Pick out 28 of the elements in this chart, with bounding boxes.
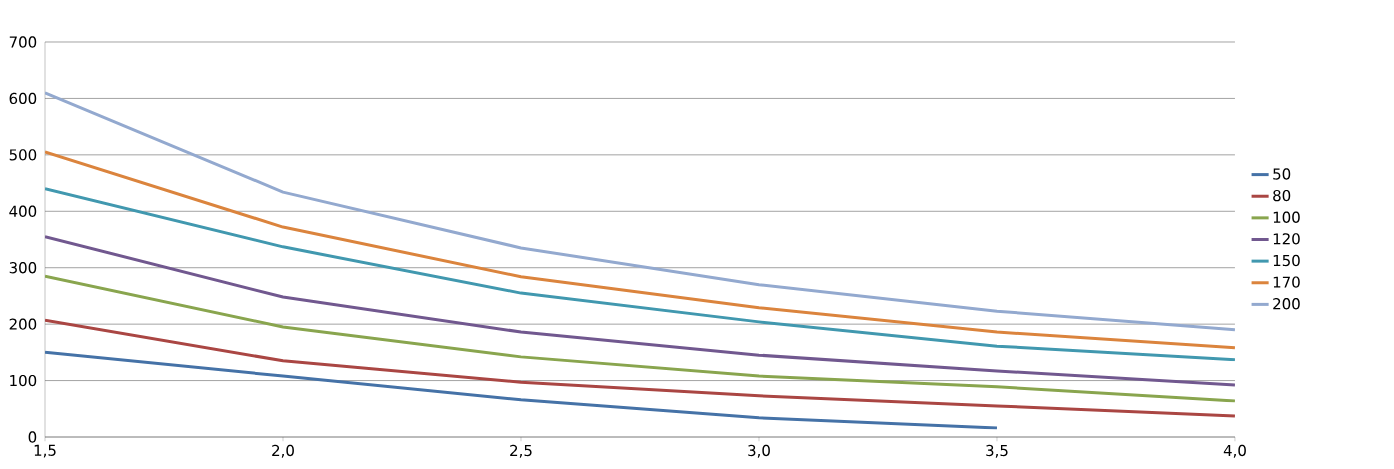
legend-label: 150 (1273, 254, 1300, 267)
y-tick-label: 0 (28, 431, 37, 443)
legend-label: 120 (1273, 233, 1300, 245)
x-tick-label: 4,0 (1223, 444, 1246, 458)
y-tick-label: 200 (9, 318, 37, 330)
legend-label: 200 (1273, 298, 1300, 310)
legend-label: 50 (1273, 168, 1291, 180)
x-tick-label: 3,5 (986, 444, 1008, 458)
y-tick-label: 600 (9, 92, 37, 105)
line-series (45, 187, 1235, 362)
line-series (45, 350, 999, 430)
line-series (45, 318, 1235, 418)
line-series (45, 235, 1235, 387)
x-tick-label: 2,5 (510, 444, 532, 458)
y-tick-label: 700 (9, 36, 37, 48)
x-tick-label: 3,0 (748, 444, 770, 458)
y-tick-label: 400 (9, 205, 37, 217)
y-tick-label: 100 (10, 374, 37, 387)
line-series (45, 274, 1235, 403)
y-tick-label: 500 (9, 149, 37, 161)
line-series (45, 91, 1235, 332)
legend-label: 100 (1273, 211, 1300, 223)
x-tick-label: 2,0 (272, 444, 294, 458)
y-tick-label: 300 (9, 262, 37, 274)
legend-label: 170 (1273, 276, 1300, 288)
line-series (45, 150, 1235, 350)
legend-label: 80 (1273, 189, 1291, 202)
x-tick-label: 1,5 (34, 444, 56, 458)
